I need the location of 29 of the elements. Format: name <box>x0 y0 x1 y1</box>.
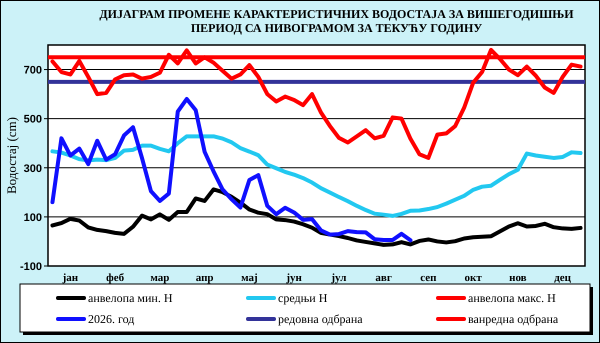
x-tick-label: авг <box>375 272 392 284</box>
x-tick-label: јун <box>285 272 303 284</box>
x-tick-label: мар <box>150 272 170 284</box>
legend-label: 2026. год <box>88 312 134 326</box>
line-series <box>50 48 583 160</box>
legend-label: средњи H <box>278 291 328 305</box>
y-axis-title: Водостај (cm) <box>4 116 19 194</box>
legend-label: анвелопа макс. H <box>468 291 556 305</box>
x-tick-label: окт <box>464 272 482 284</box>
line-series <box>50 134 583 218</box>
x-tick-label: феб <box>106 272 125 284</box>
x-tick-label: сеп <box>420 272 438 284</box>
x-tick-label: јул <box>330 272 346 284</box>
y-tick-label: -100 <box>20 261 42 273</box>
x-tick-label: јан <box>62 272 79 284</box>
y-tick-label: 300 <box>24 162 42 175</box>
y-tick-label: 700 <box>24 64 42 77</box>
x-tick-label: нов <box>509 272 527 284</box>
line-series <box>50 97 412 242</box>
x-tick-label: дец <box>554 272 572 284</box>
legend-label: ванредна одбрана <box>468 312 559 326</box>
y-tick-label: 500 <box>24 114 42 126</box>
x-tick-label: мај <box>241 272 258 284</box>
legend-label: анвелопа мин. H <box>88 291 173 305</box>
x-tick-label: апр <box>196 272 214 284</box>
y-tick-label: 100 <box>24 212 42 224</box>
line-series <box>50 187 583 247</box>
chart-title: ДИЈАГРАМ ПРОМЕНЕ КАРАКТЕРИСТИЧНИХ ВОДОСТАЈА ЗА ВИШЕГОДИШЊИ ПЕРИОД СА НИВОГРАМОМ ЗА ТЕКУЋУ ГОДИНУ <box>99 7 574 35</box>
legend-label: редовна одбрана <box>278 312 364 326</box>
